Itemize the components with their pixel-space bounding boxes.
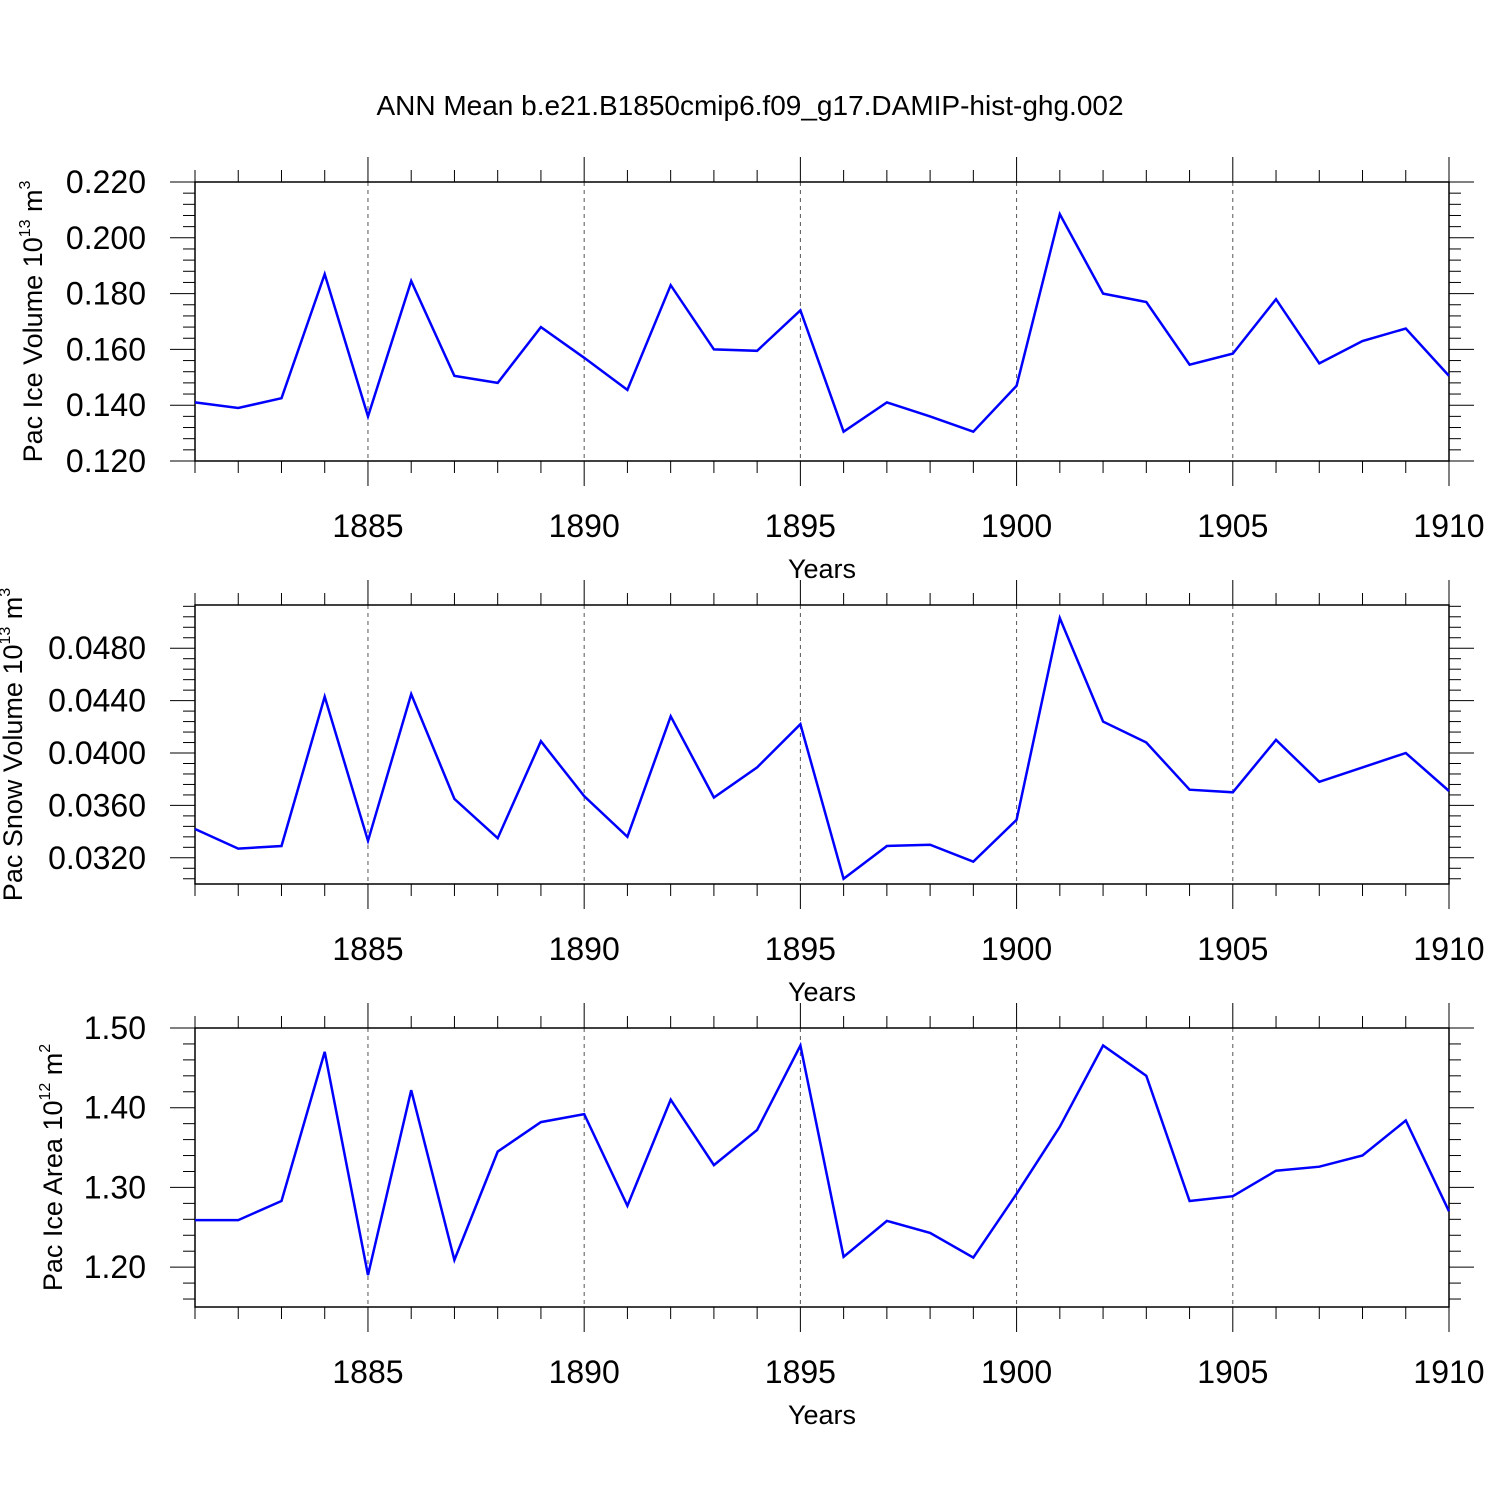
y-tick-label: 1.40	[84, 1090, 146, 1126]
x-tick-label: 1900	[981, 1354, 1052, 1390]
x-tick-label: 1910	[1413, 931, 1484, 967]
y-axis-title: Pac Ice Volume 1013 m3	[17, 180, 48, 462]
x-tick-label: 1890	[549, 931, 620, 967]
y-tick-label: 0.180	[66, 276, 146, 312]
y-axis-title: Pac Snow Volume 1013 m3	[0, 588, 28, 901]
x-tick-label: 1905	[1197, 1354, 1268, 1390]
plot-frame	[194, 181, 1450, 462]
y-tick-label: 0.0360	[48, 787, 146, 823]
y-tick-label: 0.160	[66, 331, 146, 367]
x-tick-label: 1885	[332, 931, 403, 967]
y-tick-label: 0.220	[66, 164, 146, 200]
y-tick-label: 1.20	[84, 1249, 146, 1285]
y-tick-label: 0.0440	[48, 683, 146, 719]
series-line	[194, 613, 1450, 881]
x-tick-label: 1895	[765, 931, 836, 967]
y-tick-label: 1.30	[84, 1169, 146, 1205]
x-tick-label: 1885	[332, 1354, 403, 1390]
series-line	[194, 210, 1450, 434]
y-tick-label: 0.0480	[48, 630, 146, 666]
y-tick-label: 0.0400	[48, 735, 146, 771]
y-tick-label: 0.200	[66, 220, 146, 256]
x-tick-label: 1910	[1413, 508, 1484, 544]
x-tick-label: 1900	[981, 508, 1052, 544]
x-tick-label: 1885	[332, 508, 403, 544]
y-tick-label: 0.0320	[48, 840, 146, 876]
x-tick-label: 1895	[765, 508, 836, 544]
y-tick-label: 0.140	[66, 387, 146, 423]
x-axis-title: Years	[788, 977, 856, 1007]
x-tick-label: 1900	[981, 931, 1052, 967]
panel-2: 0.0320 0.0360 0.0400 0.0440 0.0480 1885 1890 18…	[0, 580, 1485, 1007]
plot-frame	[194, 1027, 1450, 1308]
y-tick-label: 0.120	[66, 443, 146, 479]
x-axis-title: Years	[788, 1400, 856, 1430]
x-tick-label: 1910	[1413, 1354, 1484, 1390]
x-tick-label: 1905	[1197, 931, 1268, 967]
y-axis-title: Pac Ice Area 1012 m2	[37, 1044, 68, 1291]
y-tick-label: 1.50	[84, 1010, 146, 1046]
x-tick-label: 1890	[549, 508, 620, 544]
series-line	[195, 1041, 1451, 1276]
chart-title: ANN Mean b.e21.B1850cmip6.f09_g17.DAMIP-…	[376, 90, 1124, 121]
x-tick-label: 1890	[549, 1354, 620, 1390]
plot-frame	[194, 604, 1450, 885]
x-tick-label: 1895	[765, 1354, 836, 1390]
panel-3: 1.20 1.30 1.40 1.50 1885 1890 1895 1900 1905 1910…	[37, 1003, 1485, 1430]
x-axis-title: Years	[788, 554, 856, 584]
x-tick-label: 1905	[1197, 508, 1268, 544]
panel-1: 0.120 0.140 0.160 0.180 0.200 0.220 1885 1890 18…	[17, 157, 1485, 584]
